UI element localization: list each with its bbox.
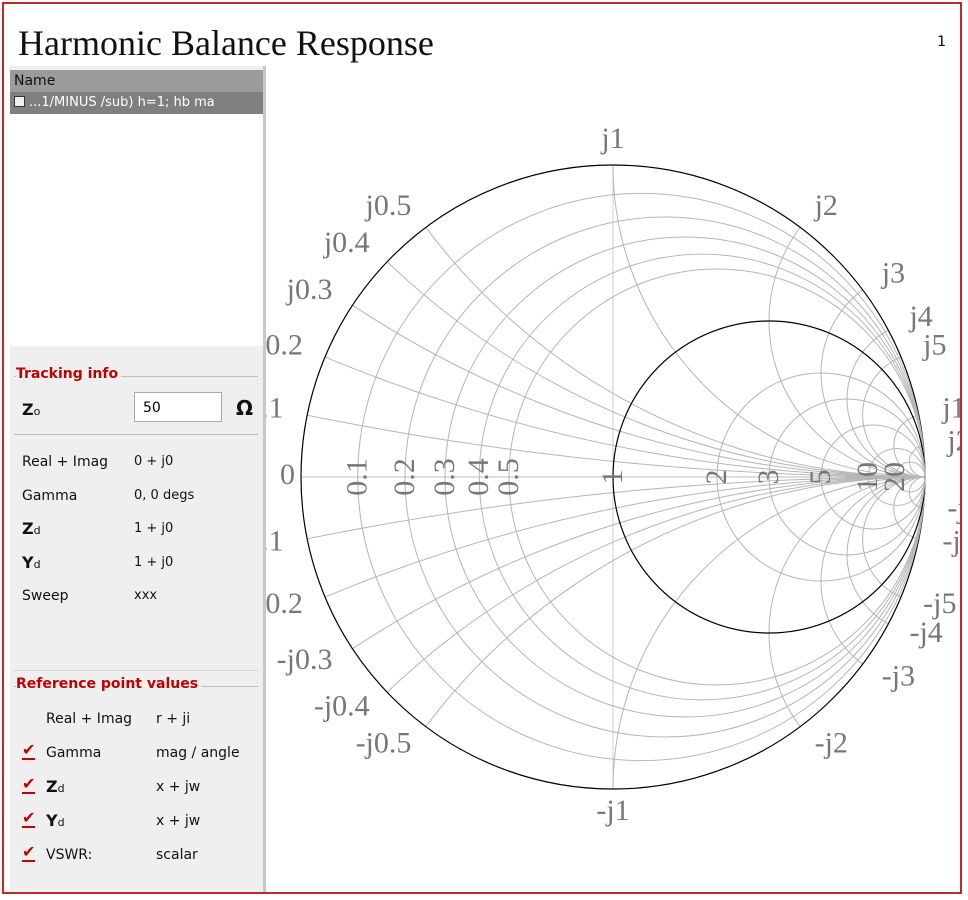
row-value: x + jw <box>156 813 201 829</box>
checkbox[interactable]: ✔ <box>22 740 36 760</box>
reactance-label: -j10 <box>942 524 962 557</box>
reactance-label: -j4 <box>909 616 942 649</box>
reactance-arc <box>908 476 925 509</box>
z0-label: Zo <box>22 400 40 419</box>
row-value: xxx <box>134 588 158 603</box>
row-label: Yd <box>46 811 65 830</box>
section-title: Reference point values <box>16 676 202 692</box>
symbol: Z <box>22 400 34 419</box>
resistance-label: 1 <box>596 470 629 485</box>
reactance-arc <box>820 476 925 686</box>
resistance-label: 0.2 <box>388 458 421 496</box>
row-label: Real + Imag <box>22 454 109 470</box>
divider <box>14 434 258 435</box>
reactance-label: j2 <box>814 189 838 222</box>
row-value: 0, 0 degs <box>134 487 195 503</box>
reactance-label: j0.5 <box>365 189 412 222</box>
resistance-label: 2 <box>700 470 733 485</box>
reactance-label: j10 <box>941 391 962 424</box>
reactance-label: -j0.3 <box>277 643 333 676</box>
reactance-label: -j1 <box>596 794 629 827</box>
tree-row[interactable]: ...1/MINUS /sub) h=1; hb ma <box>10 92 263 114</box>
symbol: Y <box>46 811 58 830</box>
subscript: d <box>33 557 41 571</box>
row-label: Real + Imag <box>46 711 133 727</box>
reactance-label: j0.4 <box>323 226 370 259</box>
reactance-label: -j0.4 <box>314 690 370 723</box>
resistance-label: 3 <box>752 470 785 485</box>
subscript: o <box>33 405 41 418</box>
reactance-label: j1 <box>600 122 624 155</box>
tree-list: Name ...1/MINUS /sub) h=1; hb ma <box>10 70 263 346</box>
row-label: Zd <box>22 519 41 538</box>
row-text: ...1/MINUS /sub) h=1; hb ma <box>29 95 215 110</box>
row-value: 0 + j0 <box>134 454 174 469</box>
reactance-arc <box>908 445 925 478</box>
checkbox[interactable]: ✔ <box>22 842 36 862</box>
side-panel: Name ...1/MINUS /sub) h=1; hb ma Trackin… <box>10 66 266 892</box>
row-label: Zd <box>46 777 65 796</box>
reactance-label: -j2 <box>815 727 848 760</box>
subscript: d <box>33 524 41 537</box>
reactance-label: -j5 <box>923 587 956 620</box>
reactance-label: j4 <box>908 300 932 333</box>
section-title: Tracking info <box>16 366 122 382</box>
reactance-label: j0.3 <box>286 273 333 306</box>
row-value: scalar <box>156 847 198 863</box>
reactance-label: -j3 <box>882 659 915 692</box>
reactance-label: j3 <box>881 256 905 289</box>
row-value: 1 + j0 <box>134 554 174 570</box>
reactance-label: -j0.5 <box>356 727 412 760</box>
reactance-label: j5 <box>922 329 946 362</box>
resistance-circle <box>894 461 926 493</box>
row-label: Yd <box>22 553 41 572</box>
row-label: Sweep <box>22 588 69 604</box>
row-value: x + jw <box>156 779 201 795</box>
row-value: mag / angle <box>156 745 240 761</box>
row-label: Gamma <box>22 487 78 504</box>
subscript: d <box>57 816 65 829</box>
reactance-label: j20 <box>946 424 962 457</box>
resistance-label: 0.3 <box>428 458 461 496</box>
reactance-arc <box>820 268 925 478</box>
divider <box>14 670 258 671</box>
subscript: d <box>57 782 65 795</box>
expand-icon[interactable] <box>14 96 25 107</box>
reactance-arc <box>612 165 925 478</box>
symbol: Z <box>22 519 34 538</box>
resistance-label: 0 <box>280 458 295 491</box>
resistance-label: 0.5 <box>492 458 525 496</box>
title: Harmonic Balance Response <box>18 23 434 63</box>
group-line <box>14 376 258 377</box>
unit: Ω <box>236 396 254 420</box>
row-value: 1 + j0 <box>134 521 174 536</box>
resistance-label: 20 <box>878 462 911 492</box>
resistance-label: 0.1 <box>341 458 374 496</box>
symbol: Z <box>46 777 58 796</box>
row-label: VSWR: <box>46 847 93 863</box>
reactance-label: -j20 <box>947 491 962 524</box>
symbol: Y <box>22 552 34 572</box>
column-header[interactable]: Name <box>10 70 263 92</box>
row-label: Gamma <box>46 745 102 761</box>
resistance-label: 10 <box>851 462 884 492</box>
row-value: r + ji <box>156 711 191 727</box>
z0-input[interactable]: 50 <box>134 392 222 422</box>
checkbox[interactable]: ✔ <box>22 774 36 794</box>
resistance-label: 5 <box>804 470 837 485</box>
reactance-arc <box>768 165 925 478</box>
resistance-label: 0.4 <box>462 458 495 496</box>
checkbox[interactable]: ✔ <box>22 808 36 828</box>
page-number: 1 <box>937 34 946 50</box>
